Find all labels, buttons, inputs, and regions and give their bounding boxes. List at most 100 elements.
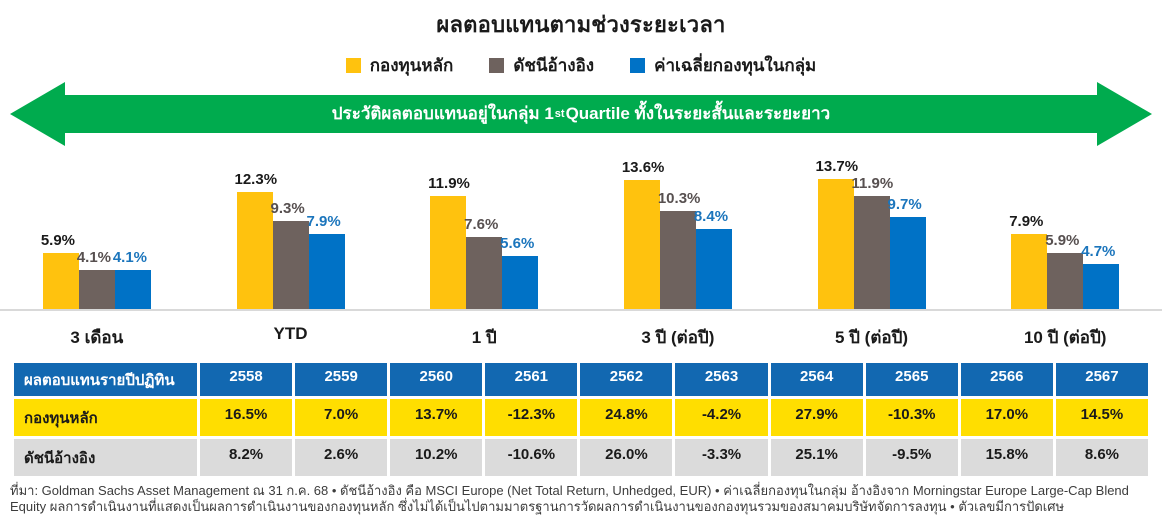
bar-value-label: 9.7% (887, 196, 922, 213)
category-label: 5 ปี (ต่อปี) (834, 328, 909, 347)
bar-cluster: 12.3% 9.3% 7.9% (234, 147, 345, 309)
legend-item-benchmark: ดัชนีอ้างอิง (489, 52, 594, 79)
bar-value-label: 4.1% (76, 249, 112, 266)
table-cell: -3.3% (675, 439, 768, 476)
bar (236, 192, 273, 309)
bar (853, 196, 890, 309)
bar (695, 229, 732, 309)
bar-value-label: 8.4% (693, 208, 729, 225)
table-cell: -10.6% (485, 439, 578, 476)
table-header-year: 2563 (675, 363, 768, 396)
table-cell: -12.3% (485, 399, 578, 436)
bar-value-label: 5.9% (40, 232, 76, 249)
calendar-year-return-table: ผลตอบแทนรายปีปฏิทิน 2558 2559 2560 2561 2562 2… (14, 363, 1148, 476)
table-header-year: 2565 (865, 363, 958, 396)
bar-cluster: 13.7% 11.9% 9.7% (816, 147, 926, 309)
bar-value-label: 9.3% (270, 200, 305, 217)
bar-value-label: 7.9% (306, 213, 341, 230)
bar (466, 237, 503, 309)
table-cell: 8.2% (200, 439, 293, 476)
table-cell: 2.6% (295, 439, 388, 476)
table-cell: 10.2% (390, 439, 483, 476)
legend-swatch-yellow (345, 57, 361, 73)
bar (308, 234, 345, 309)
table-cell: 27.9% (770, 399, 863, 436)
bar (889, 217, 926, 309)
bar-cluster: 7.9% 5.9% 4.7% (1009, 147, 1120, 309)
table-cell: 7.0% (295, 399, 388, 436)
bar-value-label: 13.6% (621, 159, 665, 176)
bar (623, 180, 660, 309)
table-header-year: 2561 (485, 363, 578, 396)
table-header-year: 2562 (580, 363, 673, 396)
chart-legend: กองทุนหลัก ดัชนีอ้างอิง ค่าเฉลี่ยกองทุนใ… (0, 53, 1162, 77)
source-footnote: ที่มา: Goldman Sachs Asset Management ณ … (10, 483, 1129, 515)
legend-label: ดัชนีอ้างอิง (513, 55, 595, 75)
bar-group: 5.9% 4.1% 4.1% (0, 147, 194, 309)
table-cell: 14.5% (1055, 399, 1148, 436)
bar-cluster: 13.6% 10.3% 8.4% (621, 147, 732, 309)
bar-group: 13.6% 10.3% 8.4% (581, 147, 775, 309)
page-title: ผลตอบแทนตามช่วงระยะเวลา (436, 12, 726, 37)
bar-value-label: 11.9% (851, 175, 894, 192)
table-header-year: 2567 (1055, 363, 1148, 396)
bar-cluster: 5.9% 4.1% 4.1% (40, 147, 151, 309)
bar (78, 270, 115, 309)
double-arrow-shape (10, 82, 1152, 146)
category-label: 3 ปี (ต่อปี) (641, 328, 715, 347)
double-arrow-icon (10, 82, 1152, 146)
table-cell: -9.5% (865, 439, 958, 476)
legend-swatch-gray (489, 57, 505, 73)
table-cell: 26.0% (580, 439, 673, 476)
table-cell: 15.8% (960, 439, 1053, 476)
bar (502, 256, 539, 309)
category-axis: 3 เดือน YTD 1 ปี 3 ปี (ต่อปี) 5 ปี (ต่อปี) 10… (0, 324, 1162, 348)
table-header-year: 2564 (770, 363, 863, 396)
bar-group: 11.9% 7.6% 5.6% (387, 147, 581, 309)
bar (1047, 253, 1084, 309)
bar-value-label: 5.6% (500, 235, 535, 252)
bar-group: 7.9% 5.9% 4.7% (968, 147, 1162, 309)
table-row-label: ดัชนีอ้างอิง (14, 439, 197, 476)
legend-label: กองทุนหลัก (369, 55, 454, 75)
category-label: YTD (273, 324, 308, 343)
table-header-year: 2566 (960, 363, 1053, 396)
table-cell: 25.1% (770, 439, 863, 476)
bar (659, 211, 696, 309)
fund-performance-figure: ผลตอบแทนตามช่วงระยะเวลา กองทุนหลัก ดัชนี… (0, 12, 1162, 515)
table-cell: 16.5% (200, 399, 293, 436)
legend-swatch-blue (630, 57, 646, 73)
bar-group: 13.7% 11.9% 9.7% (775, 147, 969, 309)
bar (817, 179, 854, 309)
bar-value-label: 12.3% (234, 171, 278, 188)
bar (1011, 234, 1048, 309)
table-cell: -4.2% (675, 399, 768, 436)
legend-label: ค่าเฉลี่ยกองทุนในกลุ่ม (654, 55, 817, 75)
bar (272, 221, 309, 309)
table-cell: 17.0% (960, 399, 1053, 436)
table-cell: -10.3% (865, 399, 958, 436)
bar-value-label: 7.9% (1009, 213, 1044, 230)
table-header-year: 2558 (200, 363, 293, 396)
category-label: 3 เดือน (70, 328, 124, 347)
legend-item-master-fund: กองทุนหลัก (345, 52, 454, 79)
table-header-year: 2560 (390, 363, 483, 396)
bar-value-label: 10.3% (657, 190, 701, 207)
bar-value-label: 11.9% (428, 175, 470, 192)
table-cell: 13.7% (390, 399, 483, 436)
bar-chart: 5.9% 4.1% 4.1% 12.3% 9.3% 7.9% 11.9% 7.6% 5.6% 13… (0, 147, 1162, 311)
bar (1083, 264, 1120, 309)
table-header-label: ผลตอบแทนรายปีปฏิทิน (14, 363, 197, 396)
bar-value-label: 5.9% (1045, 232, 1080, 249)
table-cell: 24.8% (580, 399, 673, 436)
table-cell: 8.6% (1055, 439, 1148, 476)
bar (42, 253, 79, 309)
category-label: 1 ปี (471, 328, 497, 347)
table-row-label: กองทุนหลัก (14, 399, 197, 436)
bar-value-label: 4.1% (112, 249, 148, 266)
legend-item-peer-average: ค่าเฉลี่ยกองทุนในกลุ่ม (630, 52, 816, 79)
bar-value-label: 7.6% (464, 216, 499, 233)
category-label: 10 ปี (ต่อปี) (1023, 328, 1107, 347)
